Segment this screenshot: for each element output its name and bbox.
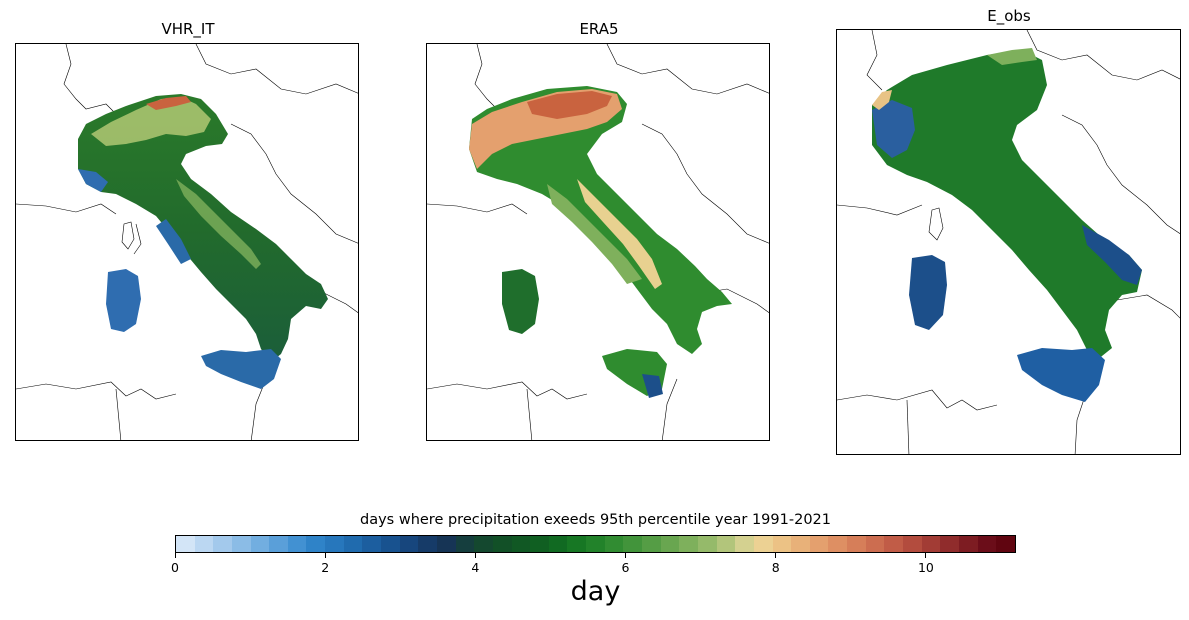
map-panel-era5 (426, 43, 770, 441)
colorbar-segment (828, 536, 848, 552)
colorbar-tick-label: 4 (471, 560, 480, 575)
colorbar-segment (902, 536, 922, 552)
colorbar-tick-label: 2 (321, 560, 330, 575)
south-blue-vhr (156, 219, 191, 264)
colorbar-tick-label: 10 (917, 560, 934, 575)
colorbar-segment (306, 536, 326, 552)
colorbar-segment (399, 536, 419, 552)
alps-top-eobs (987, 48, 1037, 65)
colorbar-segment (847, 536, 866, 552)
colorbar-segment (511, 536, 531, 552)
panel-title-e-obs: E_obs (987, 7, 1031, 25)
colorbar-segment (921, 536, 941, 552)
colorbar-segment (940, 536, 959, 552)
colorbar-tick-label: 8 (771, 560, 780, 575)
colorbar (175, 535, 1016, 553)
northwest-blue-eobs (872, 100, 915, 158)
colorbar-segment (642, 536, 661, 552)
colorbar-segment (231, 536, 251, 552)
colorbar-segment (176, 536, 195, 552)
italy-mainland-era5 (469, 86, 732, 354)
colorbar-segment (269, 536, 288, 552)
map-panel-e-obs (836, 29, 1181, 455)
apennine-green-era5 (547, 184, 642, 284)
alps-highland-vhr (91, 97, 211, 146)
alps-bright-eobs (872, 90, 892, 110)
colorbar-segment (418, 536, 437, 552)
apennine-ridge-vhr (176, 179, 261, 269)
colorbar-tick (775, 553, 777, 558)
colorbar-segment (381, 536, 400, 552)
colorbar-segment (474, 536, 493, 552)
sardinia-vhr (106, 269, 141, 332)
map-e-obs (837, 30, 1180, 454)
colorbar-segment (362, 536, 382, 552)
colorbar-segment (977, 536, 997, 552)
sardinia-era5 (502, 269, 539, 334)
colorbar-segment (455, 536, 475, 552)
colorbar-segment (492, 536, 512, 552)
colorbar-segment (753, 536, 773, 552)
colorbar-segment (772, 536, 792, 552)
colorbar-tick (324, 553, 326, 558)
colorbar-segment (660, 536, 680, 552)
colorbar-segment (287, 536, 307, 552)
colorbar-segment (213, 536, 232, 552)
colorbar-segment (194, 536, 214, 552)
colorbar-unit-label: day (570, 576, 621, 607)
colorbar-segment (809, 536, 829, 552)
colorbar-segment (958, 536, 978, 552)
sicily-eobs (1017, 348, 1105, 402)
colorbar-segment (586, 536, 605, 552)
colorbar-segment (567, 536, 587, 552)
italy-mainland-vhr (78, 94, 328, 362)
colorbar-segment (697, 536, 717, 552)
colorbar-segment (623, 536, 643, 552)
colorbar-segment (250, 536, 270, 552)
alps-peaks-era5 (527, 91, 612, 119)
south-blue-eobs (1082, 225, 1142, 285)
colorbar-segment (325, 536, 344, 552)
panel-title-vhr-it: VHR_IT (161, 20, 215, 38)
corsica-vhr (121, 221, 135, 250)
colorbar-segment (884, 536, 903, 552)
apennine-era5 (577, 179, 662, 289)
colorbar-segment (791, 536, 810, 552)
colorbar-segment (530, 536, 549, 552)
colorbar-segment (865, 536, 885, 552)
colorbar-tick-label: 6 (621, 560, 630, 575)
panel-title-era5: ERA5 (579, 20, 619, 38)
colorbar-tick (625, 553, 627, 558)
alps-peaks-vhr (146, 96, 191, 110)
colorbar-segment (679, 536, 698, 552)
sardinia-eobs (909, 255, 947, 330)
colorbar-segment (996, 536, 1015, 552)
map-vhr-it (16, 44, 358, 440)
coastline-lines (837, 30, 1180, 454)
colorbar-tick (474, 553, 476, 558)
sicily-vhr (201, 349, 281, 389)
map-era5 (427, 44, 769, 440)
italy-mainland-eobs (872, 50, 1142, 360)
colorbar-tick (925, 553, 927, 558)
colorbar-segment (716, 536, 736, 552)
colorbar-segment (343, 536, 363, 552)
map-panel-vhr-it (15, 43, 359, 441)
colorbar-segment (735, 536, 754, 552)
sicily-blue-era5 (642, 374, 663, 398)
colorbar-tick (174, 553, 176, 558)
colorbar-segment (604, 536, 624, 552)
northwest-blue-vhr (78, 169, 108, 192)
colorbar-tick-label: 0 (171, 560, 179, 575)
colorbar-segment (436, 536, 456, 552)
coastline-lines (427, 44, 769, 440)
colorbar-segment (548, 536, 568, 552)
colorbar-title: days where precipitation exeeds 95th per… (360, 512, 831, 528)
